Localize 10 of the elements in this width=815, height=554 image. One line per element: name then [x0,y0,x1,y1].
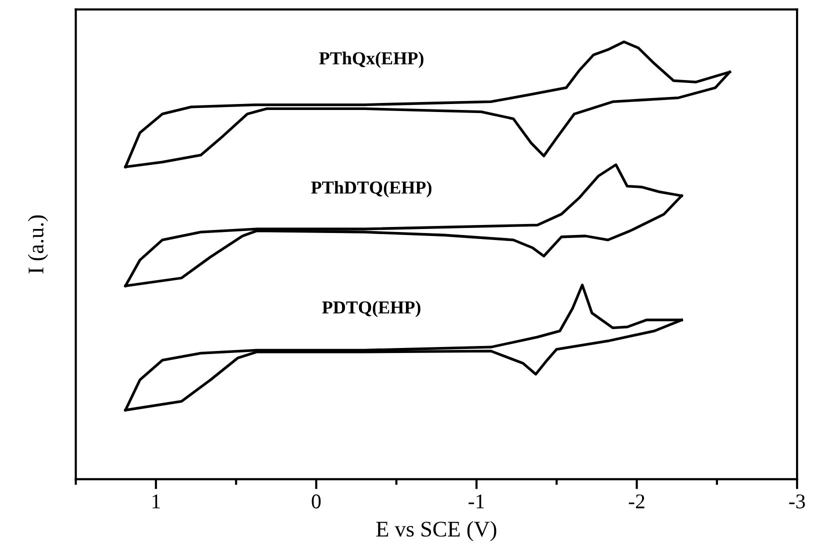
series-label: PDTQ(EHP) [322,300,420,318]
x-tick-label: -2 [628,494,644,508]
series-label: PThDTQ(EHP) [311,180,432,198]
x-tick-label: -1 [468,494,484,508]
y-axis-title: I (a.u.) [28,215,48,274]
x-tick-label: -3 [789,494,805,508]
x-tick-label: 0 [312,494,321,508]
x-tick-label: 1 [152,494,160,508]
series-label: PThQx(EHP) [319,52,424,68]
x-axis-title: E vs SCE (V) [376,521,496,542]
